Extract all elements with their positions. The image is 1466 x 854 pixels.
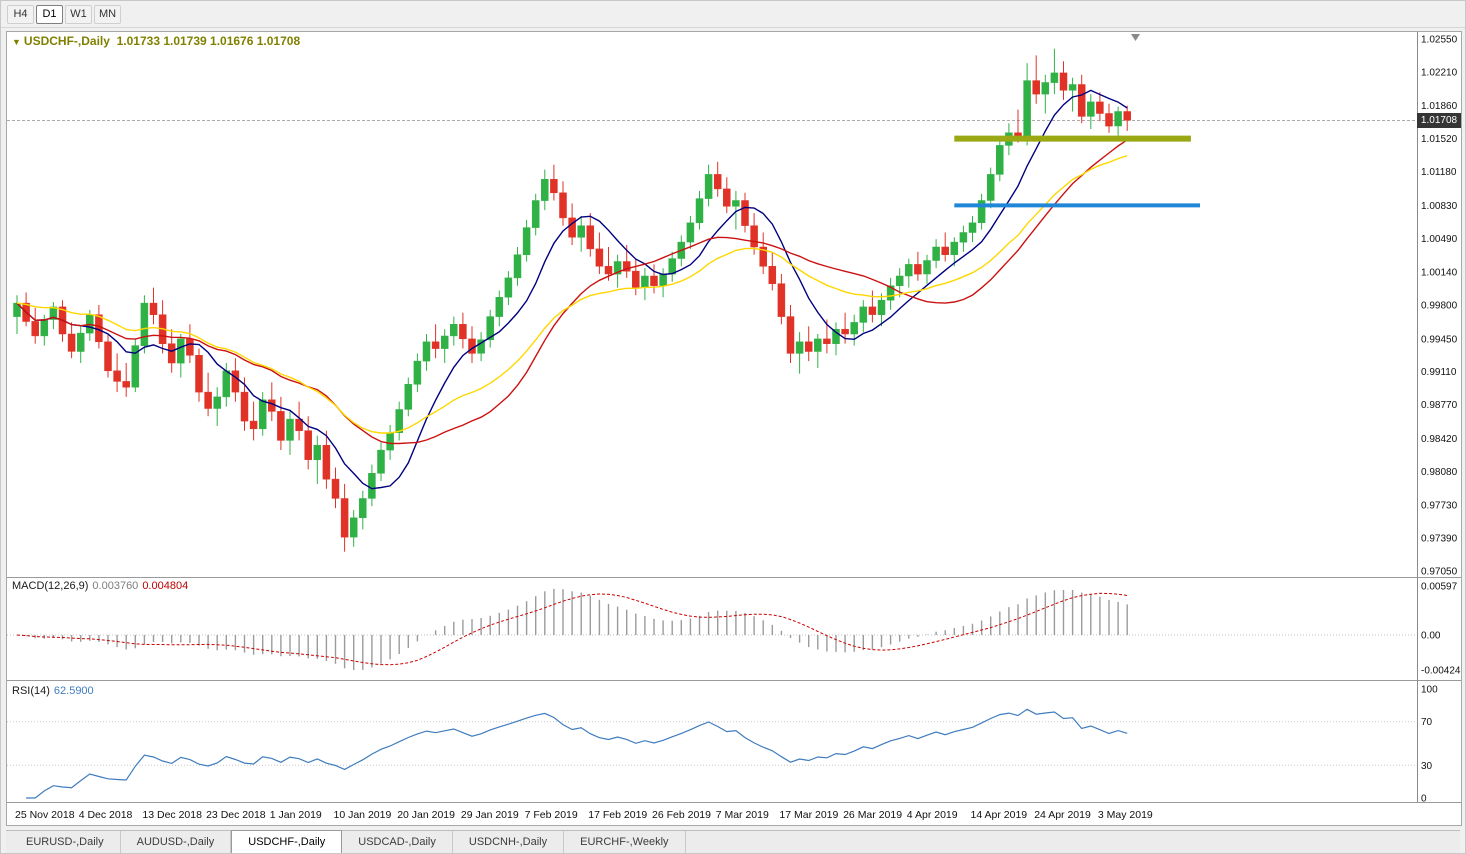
rsi-indicator-label: RSI(14) 62.5900	[12, 685, 94, 697]
svg-text:0.99450: 0.99450	[1421, 334, 1458, 345]
macd-name: MACD(12,26,9)	[12, 580, 89, 592]
svg-text:0.97050: 0.97050	[1421, 567, 1458, 578]
current-price-badge: 1.01708	[1417, 113, 1461, 129]
rsi-name: RSI(14)	[12, 685, 50, 697]
svg-text:1.00830: 1.00830	[1421, 201, 1458, 212]
ma-line-sma8	[16, 89, 1128, 490]
rsi-value: 62.5900	[53, 685, 94, 697]
candles	[13, 48, 1131, 552]
svg-text:1.01860: 1.01860	[1421, 101, 1458, 112]
svg-text:17 Mar 2019: 17 Mar 2019	[779, 809, 838, 821]
svg-text:-0.004243: -0.004243	[1421, 665, 1461, 676]
macd-signal-line	[16, 592, 1128, 666]
svg-text:4 Apr 2019: 4 Apr 2019	[907, 809, 958, 821]
chart-shift-icon[interactable]	[1131, 34, 1140, 41]
chart-ohlc-values: 1.01733 1.01739 1.01676 1.01708	[116, 34, 301, 48]
svg-text:26 Mar 2019: 26 Mar 2019	[843, 809, 902, 821]
svg-text:30: 30	[1421, 761, 1433, 772]
svg-text:1.02550: 1.02550	[1421, 35, 1458, 46]
ma-line-ema26	[16, 155, 1128, 434]
timeframe-button-mn[interactable]: MN	[94, 4, 121, 24]
svg-text:0.99800: 0.99800	[1421, 301, 1458, 312]
chart-header: ▼ USDCHF-,Daily 1.01733 1.01739 1.01676 1…	[12, 34, 300, 48]
svg-text:0.97390: 0.97390	[1421, 534, 1458, 545]
svg-text:23 Dec 2018: 23 Dec 2018	[206, 809, 266, 821]
timeframe-button-w1[interactable]: W1	[65, 4, 92, 24]
svg-text:100: 100	[1421, 685, 1438, 696]
svg-text:14 Apr 2019: 14 Apr 2019	[971, 809, 1028, 821]
macd-signal-value: 0.004804	[142, 580, 189, 592]
macd-main-value: 0.003760	[92, 580, 139, 592]
svg-text:70: 70	[1421, 717, 1433, 728]
svg-text:0.98770: 0.98770	[1421, 400, 1458, 411]
chart-tab-usdchf[interactable]: USDCHF-,Daily	[231, 830, 343, 853]
timeframe-button-d1[interactable]: D1	[36, 4, 63, 24]
svg-text:0.98420: 0.98420	[1421, 434, 1458, 445]
svg-text:1.00490: 1.00490	[1421, 234, 1458, 245]
chart-tab-usdcnh[interactable]: USDCNH-,Daily	[453, 831, 565, 853]
svg-text:1 Jan 2019: 1 Jan 2019	[270, 809, 322, 821]
svg-text:0.00: 0.00	[1421, 631, 1441, 642]
chart-collapse-icon[interactable]: ▼	[12, 37, 21, 47]
timeframe-toolbar: H4 D1 W1 MN	[1, 1, 1465, 28]
svg-text:25 Nov 2018: 25 Nov 2018	[15, 809, 75, 821]
timeframe-buttons: H4 D1 W1 MN	[7, 4, 121, 24]
chart-tab-usdcad[interactable]: USDCAD-,Daily	[342, 831, 453, 853]
svg-text:0: 0	[1421, 794, 1427, 805]
svg-text:0.99110: 0.99110	[1421, 367, 1457, 378]
rsi-axis-labels: 100 70 30 0	[1421, 685, 1438, 805]
svg-text:17 Feb 2019: 17 Feb 2019	[588, 809, 647, 821]
macd-indicator-label: MACD(12,26,9) 0.003760 0.004804	[12, 580, 188, 592]
chart-symbol-title: USDCHF-,Daily	[23, 34, 110, 48]
svg-text:20 Jan 2019: 20 Jan 2019	[397, 809, 455, 821]
macd-axis-labels: 0.00597 0.00 -0.004243	[1421, 581, 1461, 676]
svg-text:1.01180: 1.01180	[1421, 167, 1457, 178]
chart-window[interactable]: 1.02550 1.02210 1.01860 1.01520 1.01180 1.008…	[6, 31, 1462, 826]
svg-text:24 Apr 2019: 24 Apr 2019	[1034, 809, 1091, 821]
svg-text:1.01520: 1.01520	[1421, 134, 1458, 145]
svg-text:3 May 2019: 3 May 2019	[1098, 809, 1153, 821]
svg-text:0.98080: 0.98080	[1421, 467, 1458, 478]
date-axis-labels[interactable]: 25 Nov 2018 4 Dec 2018 13 Dec 2018 23 Dec 2…	[15, 809, 1153, 821]
chart-tab-audusd[interactable]: AUDUSD-,Daily	[121, 831, 232, 853]
timeframe-button-h4[interactable]: H4	[7, 4, 34, 24]
svg-text:26 Feb 2019: 26 Feb 2019	[652, 809, 711, 821]
price-axis-labels[interactable]: 1.02550 1.02210 1.01860 1.01520 1.01180 1.008…	[1421, 35, 1458, 578]
svg-text:0.97730: 0.97730	[1421, 501, 1458, 512]
svg-text:4 Dec 2018: 4 Dec 2018	[79, 809, 133, 821]
chart-tab-eurchf[interactable]: EURCHF-,Weekly	[564, 831, 686, 853]
svg-text:7 Feb 2019: 7 Feb 2019	[525, 809, 578, 821]
svg-text:13 Dec 2018: 13 Dec 2018	[142, 809, 202, 821]
macd-histogram	[25, 588, 1128, 671]
rsi-line	[26, 708, 1128, 799]
ma-line-sma21	[16, 139, 1128, 445]
svg-text:1.00140: 1.00140	[1421, 268, 1458, 279]
main-chart-canvas[interactable]: 1.02550 1.02210 1.01860 1.01520 1.01180 1.008…	[7, 32, 1461, 825]
chart-tab-eurusd[interactable]: EURUSD-,Daily	[10, 831, 121, 853]
svg-text:10 Jan 2019: 10 Jan 2019	[334, 809, 392, 821]
svg-text:0.00597: 0.00597	[1421, 581, 1458, 592]
chart-tab-bar: EURUSD-,Daily AUDUSD-,Daily USDCHF-,Daily U…	[6, 830, 1460, 853]
svg-text:7 Mar 2019: 7 Mar 2019	[716, 809, 769, 821]
svg-text:1.02210: 1.02210	[1421, 67, 1458, 78]
svg-text:29 Jan 2019: 29 Jan 2019	[461, 809, 519, 821]
